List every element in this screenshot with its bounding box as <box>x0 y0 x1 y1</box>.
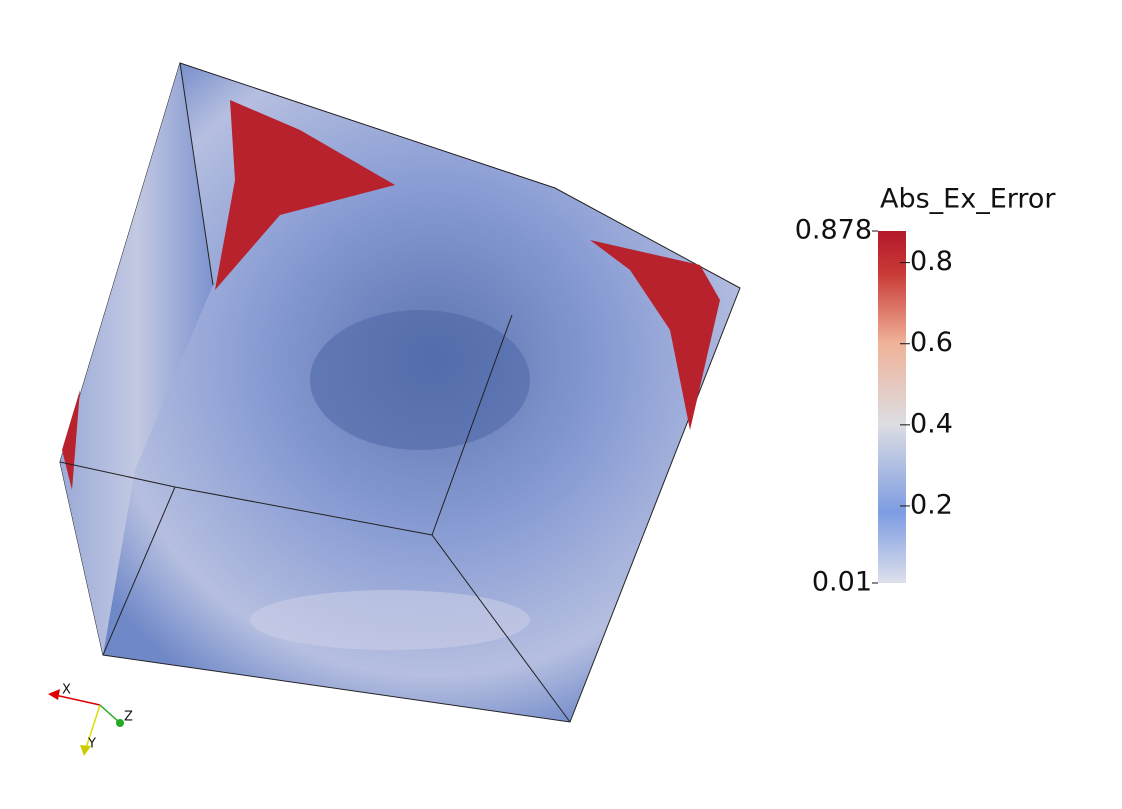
error-region <box>590 240 720 430</box>
legend-title: Abs_Ex_Error <box>880 184 1056 215</box>
range-min-label: 0.01 <box>812 567 872 598</box>
z-axis-arrow <box>99 704 121 724</box>
error-region <box>62 390 80 490</box>
tick-label: 0.4 <box>910 408 953 439</box>
y-axis-head <box>80 745 91 756</box>
x-axis-arrow <box>54 694 101 706</box>
cube-left-face <box>60 63 213 655</box>
y-axis-arrow <box>85 704 101 749</box>
tick-label: 0.8 <box>910 246 953 277</box>
color-bar <box>878 231 906 583</box>
orientation-axes: X Y Z <box>48 683 133 756</box>
range-max-label: 0.878 <box>795 215 872 246</box>
x-axis-head <box>48 689 60 700</box>
y-axis-label: Y <box>87 737 96 752</box>
cube <box>59 62 741 723</box>
tick-label: 0.6 <box>910 327 953 358</box>
surface-shade <box>310 310 530 450</box>
x-axis-label: X <box>62 683 71 698</box>
tick-label: 0.2 <box>910 489 953 520</box>
cube-edges <box>59 62 571 723</box>
z-axis-head <box>116 719 124 727</box>
z-axis-label: Z <box>124 710 133 725</box>
error-region <box>215 100 395 290</box>
color-legend: Abs_Ex_Error 0.878 0.01 0.2 0.4 0.6 0.8 <box>795 184 1057 598</box>
surface-shade <box>250 590 530 650</box>
